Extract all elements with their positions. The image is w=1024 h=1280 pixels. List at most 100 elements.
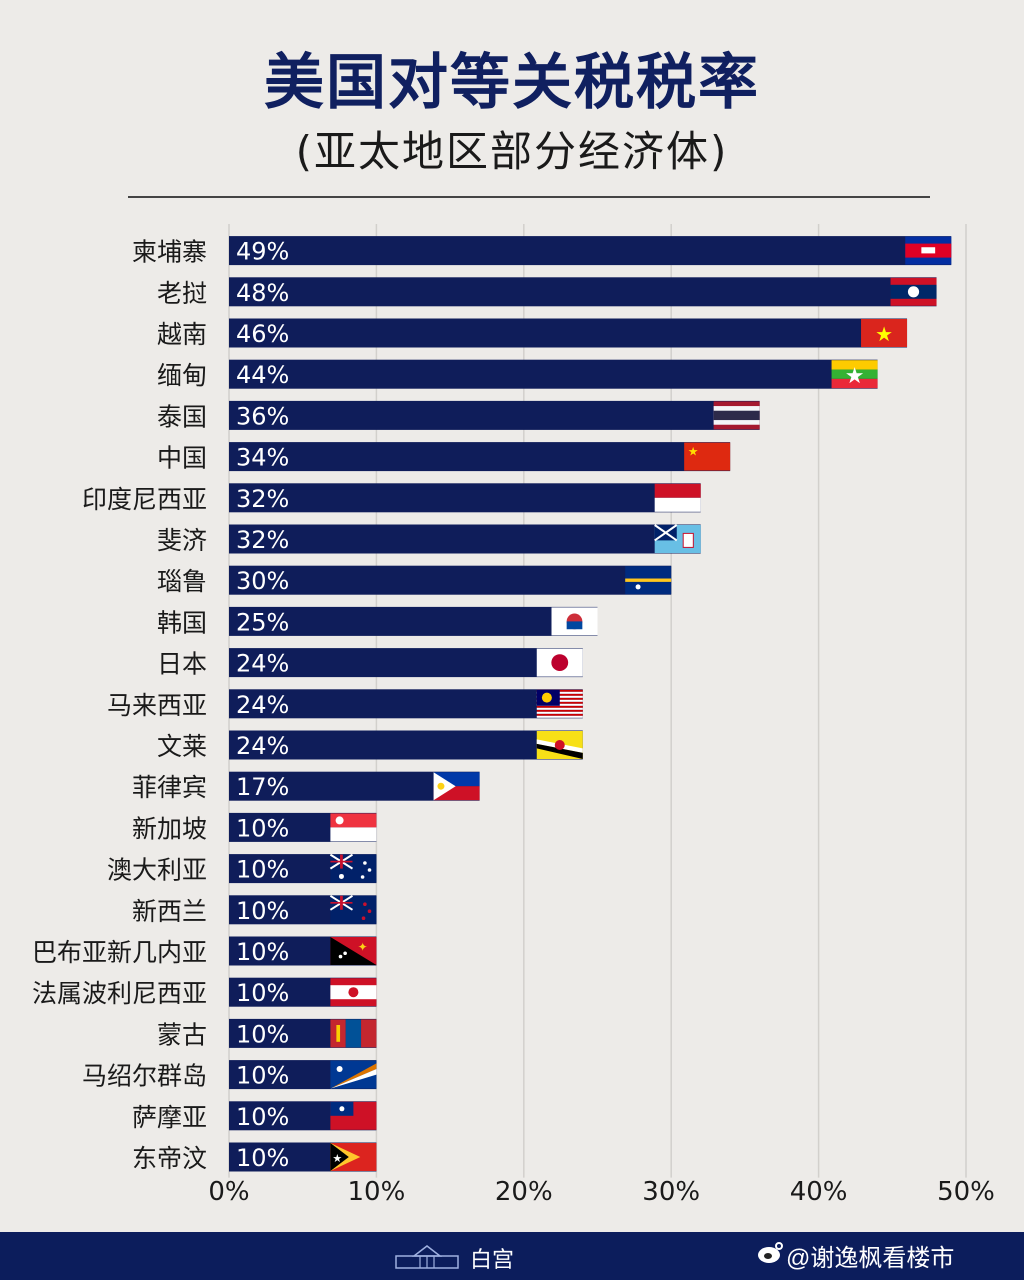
footer-label: 白宫: [470, 1248, 515, 1273]
x-tick-label: 30%: [642, 1177, 700, 1207]
value-label: 10%: [236, 979, 289, 1007]
category-label: 瑙鲁: [157, 567, 207, 596]
samoa-flag-icon: [330, 1101, 377, 1130]
category-label: 东帝汶: [132, 1144, 207, 1173]
category-label: 斐济: [157, 526, 207, 555]
category-label: 法属波利尼西亚: [32, 979, 207, 1008]
weibo-icon: [758, 1242, 783, 1263]
value-label: 10%: [236, 938, 289, 966]
svg-text:★: ★: [332, 1152, 342, 1165]
category-label: 柬埔寨: [132, 238, 207, 267]
bar: [229, 565, 672, 595]
philippines-flag-icon: [433, 772, 480, 801]
value-label: 10%: [236, 897, 289, 925]
category-label: 老挝: [157, 279, 207, 308]
value-label: 46%: [236, 320, 289, 348]
new-zealand-flag-icon: [329, 894, 377, 924]
category-label: 文莱: [157, 732, 207, 761]
value-label: 10%: [236, 1144, 289, 1172]
value-label: 32%: [236, 485, 289, 513]
category-label: 萨摩亚: [132, 1103, 207, 1132]
papua-new-guinea-flag-icon: ✦: [330, 937, 377, 965]
svg-text:✦: ✦: [358, 940, 368, 954]
value-label: 10%: [236, 814, 289, 842]
value-label: 30%: [236, 567, 289, 595]
category-label: 马来西亚: [107, 691, 207, 720]
value-label: 24%: [236, 732, 289, 760]
category-label: 菲律宾: [132, 773, 207, 802]
singapore-flag-icon: [330, 813, 377, 842]
value-label: 24%: [236, 691, 289, 719]
x-tick-label: 40%: [790, 1177, 848, 1207]
value-label: 24%: [236, 650, 289, 678]
category-label: 日本: [157, 650, 207, 679]
bar: [229, 648, 583, 678]
category-label: 越南: [157, 320, 207, 349]
bar: [229, 442, 731, 472]
brunei-flag-icon: [536, 731, 583, 759]
value-label: 44%: [236, 361, 289, 389]
category-label: 韩国: [157, 608, 207, 637]
nauru-flag-icon: [625, 566, 672, 595]
page-title: 美国对等关税税率: [264, 48, 760, 118]
value-label: 32%: [236, 526, 289, 554]
category-label: 巴布亚新几内亚: [32, 938, 207, 967]
x-tick-label: 20%: [495, 1177, 553, 1207]
indonesia-flag-icon: [654, 483, 701, 512]
vietnam-flag-icon: ★: [861, 319, 908, 347]
x-tick-label: 50%: [937, 1177, 995, 1207]
value-label: 10%: [236, 1103, 289, 1131]
bar: [229, 524, 701, 554]
myanmar-flag-icon: ★: [831, 360, 878, 389]
page-subtitle: (亚太地区部分经济体): [295, 127, 729, 176]
value-label: 10%: [236, 1062, 289, 1090]
laos-flag-icon: [890, 277, 937, 306]
bar: [229, 400, 760, 430]
x-tick-label: 10%: [348, 1177, 406, 1207]
french-polynesia-flag-icon: [330, 978, 377, 1007]
bar: [229, 359, 878, 389]
category-label: 缅甸: [157, 361, 207, 390]
mongolia-flag-icon: [330, 1019, 377, 1048]
thailand-flag-icon: [713, 401, 760, 430]
svg-text:★: ★: [688, 445, 699, 459]
bar: [229, 318, 908, 348]
bar: [229, 606, 598, 636]
watermark: @谢逸枫看楼市: [786, 1245, 955, 1272]
category-label: 印度尼西亚: [82, 485, 207, 514]
value-label: 10%: [236, 856, 289, 884]
category-label: 新加坡: [132, 814, 207, 843]
australia-flag-icon: [329, 853, 377, 883]
category-label: 蒙古: [157, 1020, 207, 1049]
value-label: 48%: [236, 279, 289, 307]
white-house-icon: [395, 1245, 459, 1269]
bar: [229, 483, 701, 513]
bar: [229, 730, 583, 760]
value-label: 10%: [236, 1020, 289, 1048]
category-label: 新西兰: [132, 897, 207, 926]
value-label: 25%: [236, 608, 289, 636]
cambodia-flag-icon: [905, 236, 952, 265]
category-label: 泰国: [157, 402, 207, 431]
category-label: 澳大利亚: [107, 856, 207, 885]
value-label: 34%: [236, 444, 289, 472]
timor-leste-flag-icon: ★: [330, 1143, 377, 1171]
japan-flag-icon: [536, 648, 583, 677]
svg-text:★: ★: [875, 322, 893, 346]
svg-text:★: ★: [845, 364, 865, 389]
value-label: 49%: [236, 238, 289, 266]
malaysia-flag-icon: [536, 689, 583, 718]
value-label: 36%: [236, 402, 289, 430]
bar: [229, 689, 583, 719]
bar: [229, 277, 937, 307]
south-korea-flag-icon: [551, 607, 598, 636]
x-tick-label: 0%: [208, 1177, 249, 1207]
marshall-islands-flag-icon: [330, 1060, 377, 1089]
title-divider: [128, 196, 930, 198]
tariff-bar-chart: 0% 10% 20% 30% 40% 50% 柬埔寨 49% 老挝 48% 越南 ★ 46% 缅甸 ★ 44%…: [32, 224, 995, 1207]
category-label: 中国: [157, 444, 207, 473]
value-label: 17%: [236, 773, 289, 801]
china-flag-icon: ★: [684, 442, 731, 471]
category-label: 马绍尔群岛: [82, 1062, 207, 1091]
bar: [229, 236, 952, 266]
